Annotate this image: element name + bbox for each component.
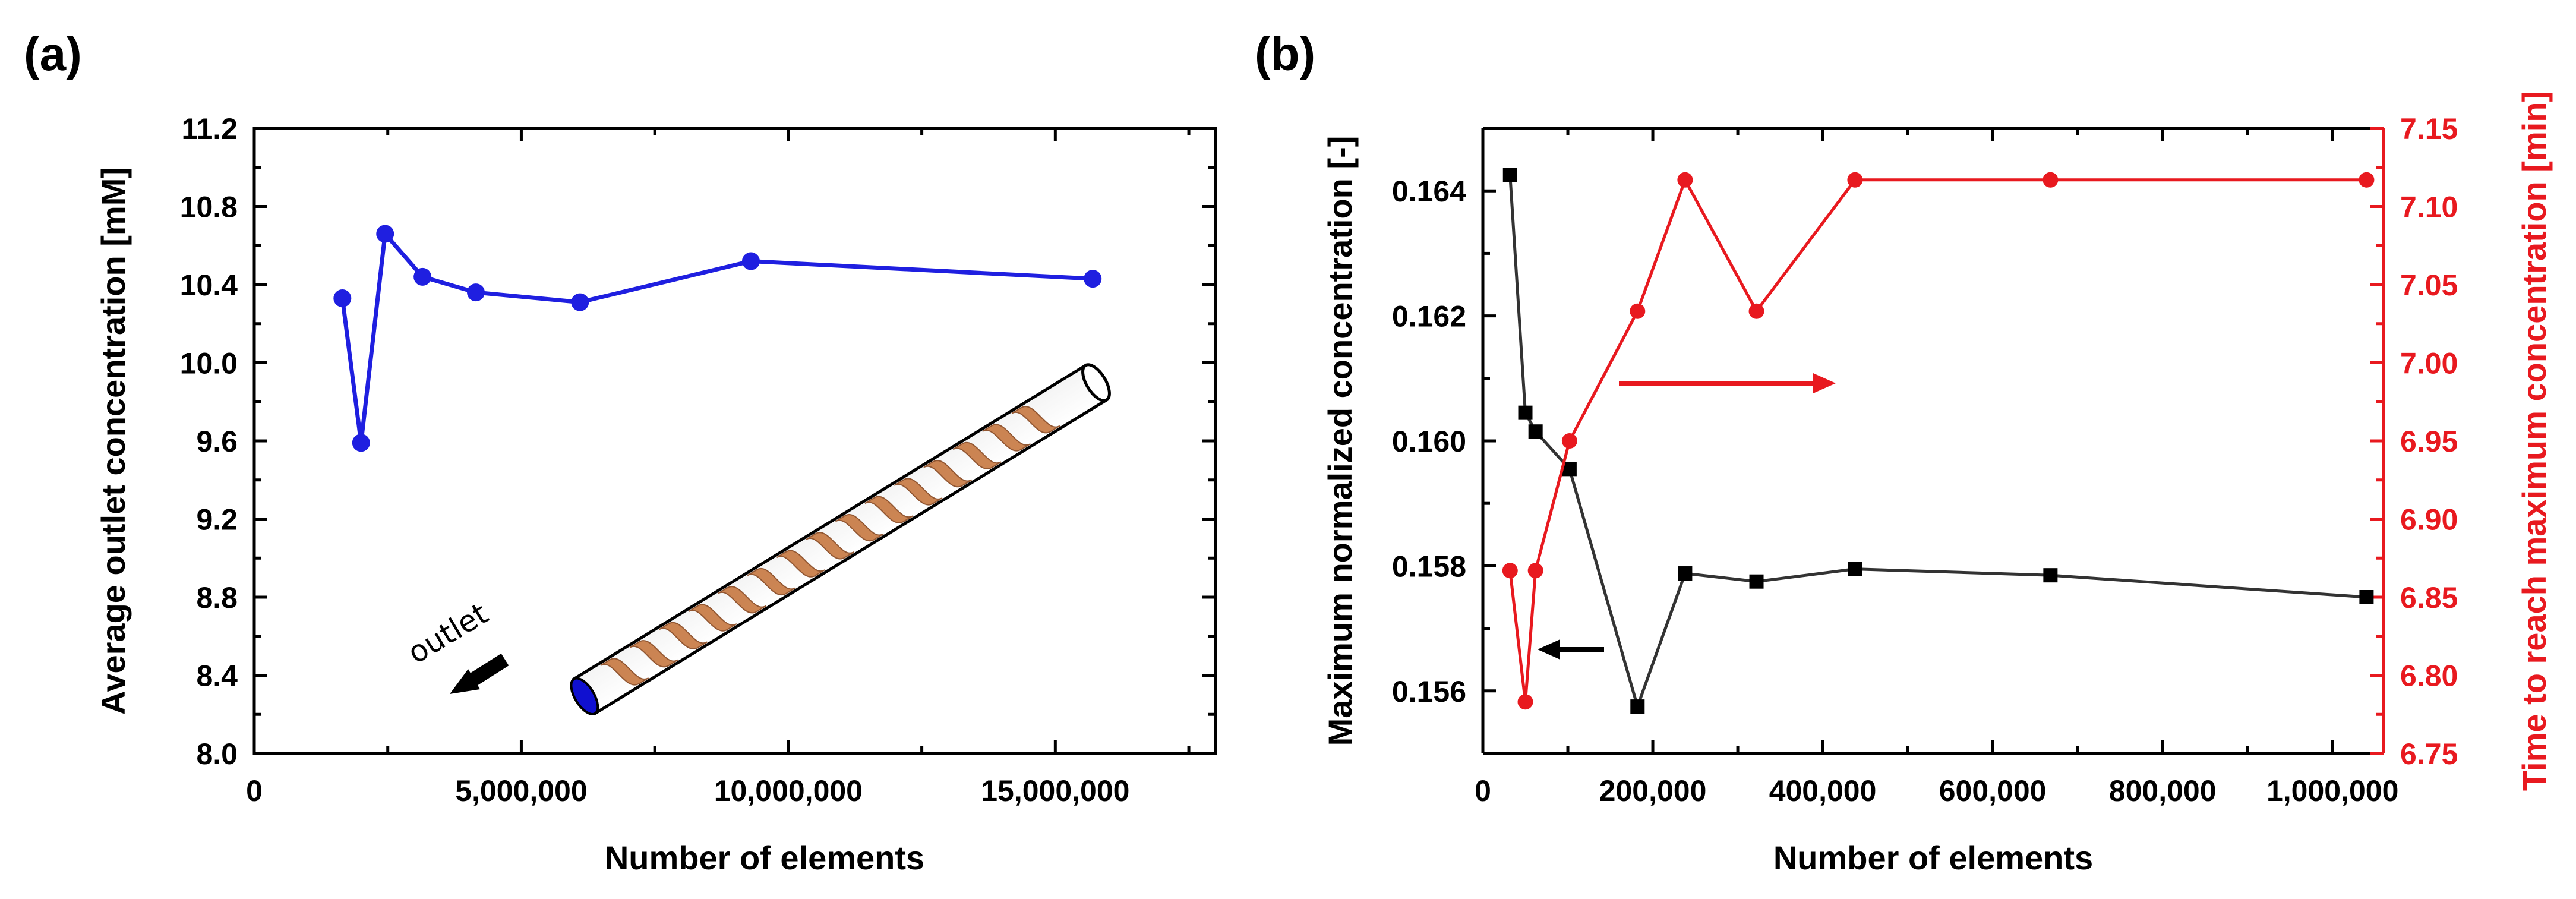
y-tick-label: 10.8 xyxy=(180,191,238,224)
y-tick-label: 8.4 xyxy=(196,660,238,693)
data-point-circle xyxy=(2359,172,2375,188)
series-line-left xyxy=(1508,175,2367,708)
y-tick-label: 0.164 xyxy=(1392,175,1466,208)
data-point-square xyxy=(1630,699,1645,714)
mixer-segment xyxy=(776,550,825,578)
x-axis-title: Number of elements xyxy=(605,839,924,876)
data-point-circle xyxy=(1677,172,1693,188)
data-point-circle xyxy=(1748,303,1764,319)
y2-tick-label: 7.15 xyxy=(2400,112,2458,146)
x-tick-label: 1,000,000 xyxy=(2266,774,2398,807)
y-tick-label: 9.6 xyxy=(196,425,238,458)
data-point-square xyxy=(1678,566,1693,581)
x-tick-label: 0 xyxy=(246,774,263,807)
outlet-label: outlet xyxy=(402,596,494,670)
panel-label-a: (a) xyxy=(24,27,82,80)
data-point xyxy=(571,293,589,311)
data-point-square xyxy=(1502,168,1517,182)
panel-label-b: (b) xyxy=(1255,27,1315,80)
data-point xyxy=(467,283,485,302)
x-tick-label: 400,000 xyxy=(1769,774,1877,807)
y2-tick-label: 7.10 xyxy=(2400,191,2458,224)
y2-tick-label: 7.05 xyxy=(2400,269,2458,302)
arrow-to-right-axis-icon xyxy=(1619,373,1836,393)
y2-axis-title: Time to reach maximum concentration [min… xyxy=(2515,91,2553,791)
x-tick-label: 10,000,000 xyxy=(714,774,863,807)
data-point-circle xyxy=(1630,303,1646,319)
y-axis-title: Average outlet concentration [mM] xyxy=(94,167,132,715)
mixer-segment xyxy=(688,604,737,632)
data-point xyxy=(741,252,760,270)
data-point xyxy=(1084,270,1102,288)
data-point-circle xyxy=(1517,694,1533,710)
y2-tick-label: 6.95 xyxy=(2400,425,2458,458)
x-tick-label: 600,000 xyxy=(1939,774,2047,807)
series-line-right xyxy=(1508,178,2367,704)
data-point-square xyxy=(2043,568,2058,583)
data-point xyxy=(413,267,432,286)
x-tick-label: 800,000 xyxy=(2109,774,2217,807)
y-tick-label: 0.156 xyxy=(1392,675,1466,708)
y-tick-label: 0.160 xyxy=(1392,425,1466,458)
y2-tick-label: 6.80 xyxy=(2400,660,2458,693)
x-tick-label: 0 xyxy=(1475,774,1491,807)
data-point-circle xyxy=(1527,563,1543,579)
x-tick-label: 15,000,000 xyxy=(981,774,1129,807)
y-tick-label: 8.0 xyxy=(196,737,238,771)
y-tick-label: 9.2 xyxy=(196,503,238,537)
mixer-segment xyxy=(718,586,766,614)
data-point-square xyxy=(1848,562,1862,576)
series-line xyxy=(340,232,1093,445)
y2-tick-label: 7.00 xyxy=(2400,347,2458,380)
mixer-segment xyxy=(747,567,796,596)
x-tick-label: 200,000 xyxy=(1599,774,1707,807)
data-point xyxy=(376,225,394,243)
pipe-with-helical-mixer-icon: outlet xyxy=(402,363,1111,716)
data-point-square xyxy=(2359,590,2374,604)
data-point-circle xyxy=(1502,563,1518,579)
helical-mixer-icon xyxy=(600,406,1060,686)
x-tick-label: 5,000,000 xyxy=(455,774,587,807)
chart-a: outlet 0 5,000,000 10,000,000 15,000,000 8.0… xyxy=(94,112,1217,876)
data-point-square xyxy=(1518,405,1533,420)
data-point xyxy=(333,289,352,308)
y-tick-label: 10.4 xyxy=(180,269,238,302)
data-point-circle xyxy=(1847,172,1863,188)
mixer-segment xyxy=(806,532,855,560)
mixer-segment xyxy=(600,658,649,686)
y-tick-label: 0.158 xyxy=(1392,550,1466,583)
outlet-arrow-icon xyxy=(450,653,509,694)
y2-tick-label: 6.90 xyxy=(2400,503,2458,537)
y-axis-title: Maximum normalized concentration [-] xyxy=(1321,136,1359,746)
y-tick-label: 11.2 xyxy=(181,112,238,146)
x-axis-title: Number of elements xyxy=(1773,839,2093,876)
chart-b: 0 200,000 400,000 600,000 800,000 1,000,000 0.… xyxy=(1321,91,2553,876)
y2-tick-label: 6.85 xyxy=(2400,581,2458,614)
y-tick-label: 0.162 xyxy=(1392,300,1466,333)
data-point-circle xyxy=(2043,172,2059,188)
data-point xyxy=(352,434,370,452)
data-point-circle xyxy=(1561,433,1577,449)
mixer-segment xyxy=(659,622,708,649)
y-tick-label: 8.8 xyxy=(196,581,238,614)
mixer-segment xyxy=(835,514,884,542)
plot-frame xyxy=(252,127,1217,755)
data-point-square xyxy=(1749,574,1764,589)
mixer-segment xyxy=(629,640,678,668)
arrow-to-left-axis-icon xyxy=(1538,639,1604,660)
data-point-square xyxy=(1528,424,1543,439)
y-tick-label: 10.0 xyxy=(180,347,238,380)
y2-tick-label: 6.75 xyxy=(2400,737,2458,771)
